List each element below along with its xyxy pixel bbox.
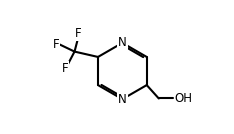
Text: OH: OH [174,92,192,105]
Text: F: F [75,27,82,40]
Text: N: N [118,93,127,106]
Text: F: F [62,62,69,75]
Text: F: F [53,38,59,51]
Text: N: N [118,36,127,49]
